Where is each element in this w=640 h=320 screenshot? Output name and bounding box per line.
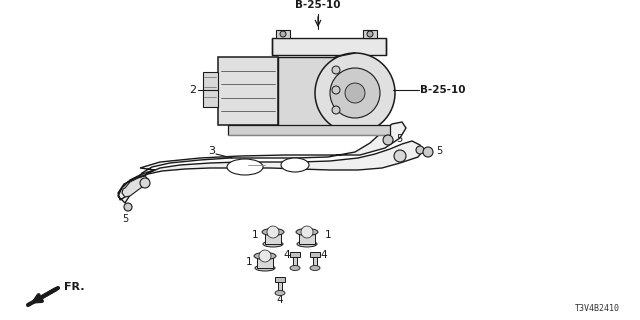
Ellipse shape bbox=[227, 159, 263, 175]
Ellipse shape bbox=[315, 53, 395, 133]
Polygon shape bbox=[265, 232, 281, 244]
Circle shape bbox=[280, 31, 286, 37]
Text: FR.: FR. bbox=[64, 282, 84, 292]
Text: 1: 1 bbox=[325, 230, 332, 240]
Polygon shape bbox=[218, 57, 278, 125]
Polygon shape bbox=[118, 122, 423, 203]
Text: 2: 2 bbox=[189, 85, 196, 95]
Circle shape bbox=[423, 147, 433, 157]
Text: 5: 5 bbox=[122, 214, 128, 224]
Ellipse shape bbox=[330, 68, 380, 118]
Polygon shape bbox=[228, 125, 390, 135]
Circle shape bbox=[301, 226, 313, 238]
Polygon shape bbox=[257, 256, 273, 268]
Circle shape bbox=[332, 66, 340, 74]
Ellipse shape bbox=[296, 228, 318, 236]
Circle shape bbox=[267, 226, 279, 238]
Circle shape bbox=[332, 86, 340, 94]
Polygon shape bbox=[313, 252, 317, 268]
Text: 4: 4 bbox=[276, 295, 284, 305]
Text: T3V4B2410: T3V4B2410 bbox=[575, 304, 620, 313]
Polygon shape bbox=[278, 57, 335, 130]
Polygon shape bbox=[122, 176, 148, 197]
Circle shape bbox=[367, 31, 373, 37]
Circle shape bbox=[394, 150, 406, 162]
Polygon shape bbox=[275, 277, 285, 282]
Polygon shape bbox=[203, 72, 218, 107]
Text: 1: 1 bbox=[245, 257, 252, 267]
Text: 4: 4 bbox=[320, 250, 326, 260]
Ellipse shape bbox=[290, 266, 300, 270]
Ellipse shape bbox=[262, 228, 284, 236]
Text: B-25-10: B-25-10 bbox=[420, 85, 465, 95]
Ellipse shape bbox=[263, 241, 283, 247]
Ellipse shape bbox=[275, 291, 285, 295]
Text: 5: 5 bbox=[396, 134, 403, 144]
Text: 1: 1 bbox=[252, 230, 258, 240]
Text: 3: 3 bbox=[208, 146, 215, 156]
Circle shape bbox=[124, 203, 132, 211]
Text: B-25-10: B-25-10 bbox=[295, 0, 340, 10]
Ellipse shape bbox=[254, 252, 276, 260]
Polygon shape bbox=[363, 30, 377, 38]
Text: 5: 5 bbox=[436, 146, 442, 156]
Ellipse shape bbox=[281, 158, 309, 172]
Ellipse shape bbox=[310, 266, 320, 270]
Polygon shape bbox=[293, 252, 297, 268]
Circle shape bbox=[259, 250, 271, 262]
Circle shape bbox=[416, 146, 424, 154]
Polygon shape bbox=[276, 30, 290, 38]
Circle shape bbox=[332, 106, 340, 114]
Circle shape bbox=[140, 178, 150, 188]
Text: 4: 4 bbox=[284, 250, 290, 260]
Polygon shape bbox=[310, 252, 320, 257]
Polygon shape bbox=[299, 232, 315, 244]
Polygon shape bbox=[278, 277, 282, 293]
Polygon shape bbox=[272, 38, 386, 55]
Ellipse shape bbox=[297, 241, 317, 247]
Ellipse shape bbox=[255, 265, 275, 271]
Polygon shape bbox=[290, 252, 300, 257]
Circle shape bbox=[383, 135, 393, 145]
Ellipse shape bbox=[345, 83, 365, 103]
